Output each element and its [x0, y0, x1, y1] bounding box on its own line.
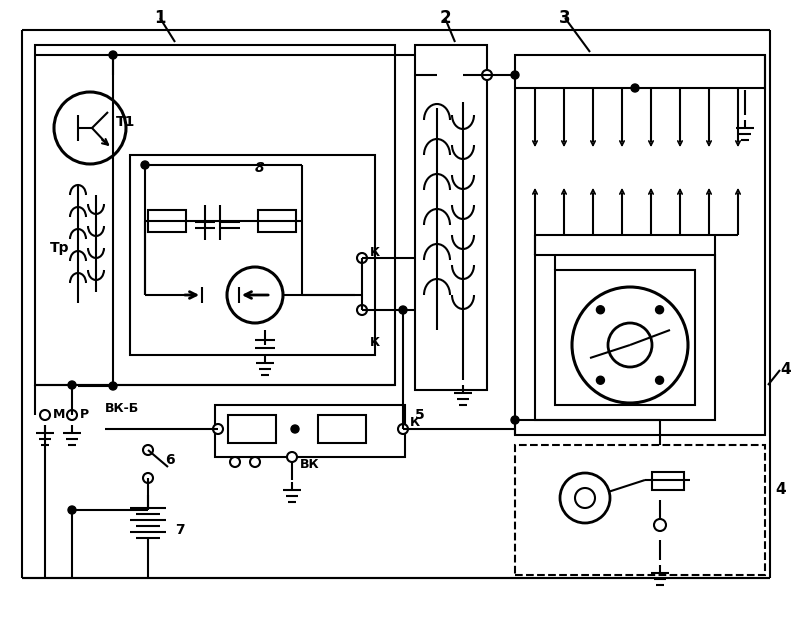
- Text: 1: 1: [154, 9, 165, 27]
- Circle shape: [291, 425, 299, 433]
- Text: 4: 4: [780, 363, 790, 378]
- Circle shape: [68, 381, 76, 389]
- Bar: [515, 55, 765, 435]
- Circle shape: [511, 71, 519, 79]
- Text: 4: 4: [775, 482, 785, 497]
- Circle shape: [143, 445, 153, 455]
- Text: К: К: [370, 245, 380, 258]
- Circle shape: [40, 410, 50, 420]
- Circle shape: [230, 457, 240, 467]
- Bar: [148, 210, 186, 232]
- Bar: [215, 405, 405, 457]
- Circle shape: [287, 452, 297, 462]
- Circle shape: [399, 306, 407, 314]
- Text: ВК: ВК: [300, 459, 320, 472]
- Circle shape: [357, 305, 367, 315]
- Bar: [535, 255, 715, 420]
- Bar: [415, 45, 487, 390]
- Circle shape: [141, 161, 149, 169]
- Bar: [318, 415, 366, 443]
- Text: К: К: [410, 416, 420, 429]
- Bar: [515, 445, 765, 575]
- Text: Тр: Тр: [50, 241, 69, 255]
- Circle shape: [398, 424, 408, 434]
- Circle shape: [511, 416, 519, 424]
- Circle shape: [608, 323, 652, 367]
- Bar: [130, 155, 375, 355]
- Circle shape: [109, 51, 117, 59]
- Text: М: М: [53, 409, 65, 421]
- Circle shape: [572, 287, 688, 403]
- Text: ВК-Б: ВК-Б: [105, 401, 139, 414]
- Circle shape: [596, 306, 604, 314]
- Text: 7: 7: [175, 523, 184, 537]
- Text: T1: T1: [116, 115, 135, 129]
- Bar: [258, 210, 296, 232]
- Text: 2: 2: [439, 9, 451, 27]
- Bar: [35, 45, 395, 385]
- Circle shape: [357, 253, 367, 263]
- Text: К: К: [370, 336, 380, 348]
- Circle shape: [213, 424, 223, 434]
- Circle shape: [560, 473, 610, 523]
- Text: 8: 8: [255, 161, 265, 175]
- Circle shape: [227, 267, 283, 323]
- Circle shape: [54, 92, 126, 164]
- Text: Р: Р: [80, 409, 89, 421]
- Bar: [555, 270, 695, 405]
- Circle shape: [654, 519, 666, 531]
- Circle shape: [250, 457, 260, 467]
- Circle shape: [482, 70, 492, 80]
- Circle shape: [631, 84, 639, 92]
- Circle shape: [575, 488, 595, 508]
- Text: 6: 6: [165, 453, 175, 467]
- Bar: [228, 415, 276, 443]
- Text: 5: 5: [415, 408, 425, 422]
- Circle shape: [143, 473, 153, 483]
- Circle shape: [596, 376, 604, 384]
- Circle shape: [109, 382, 117, 390]
- Circle shape: [68, 506, 76, 514]
- Text: 3: 3: [559, 9, 571, 27]
- Circle shape: [656, 376, 664, 384]
- Circle shape: [656, 306, 664, 314]
- Bar: [652, 472, 684, 490]
- Circle shape: [67, 410, 77, 420]
